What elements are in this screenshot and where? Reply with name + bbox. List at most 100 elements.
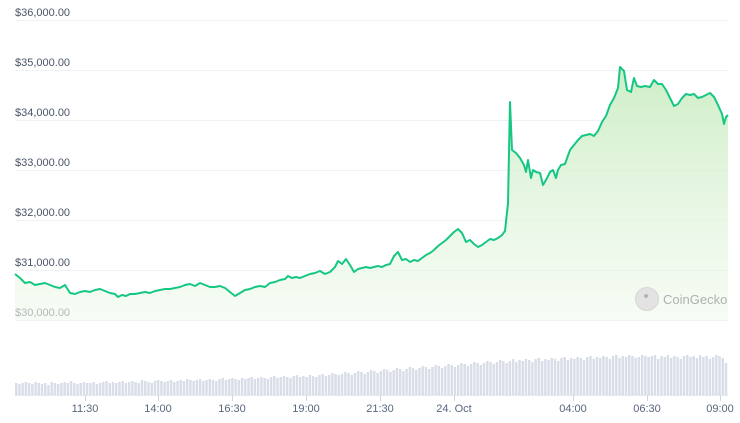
volume-bar bbox=[76, 384, 79, 395]
volume-bar bbox=[402, 371, 405, 395]
volume-bar bbox=[524, 359, 528, 395]
volume-bar bbox=[663, 357, 666, 395]
volume-bar bbox=[695, 358, 699, 395]
volume-bar bbox=[353, 373, 357, 395]
y-tick-label: $32,000.00 bbox=[15, 207, 70, 219]
volume-bar bbox=[182, 381, 186, 395]
volume-bar bbox=[234, 379, 237, 395]
volume-bar bbox=[15, 383, 18, 395]
x-tick-label: 21:30 bbox=[366, 403, 394, 415]
volume-bar bbox=[311, 376, 315, 395]
volume-bar bbox=[92, 382, 95, 395]
volume-bar bbox=[689, 357, 692, 395]
volume-bar bbox=[505, 363, 508, 395]
price-area-fill bbox=[15, 67, 728, 320]
volume-bar bbox=[37, 383, 41, 395]
volume-bar bbox=[418, 368, 421, 395]
volume-bar bbox=[40, 384, 44, 395]
volume-bar bbox=[650, 356, 653, 395]
volume-bar bbox=[118, 382, 121, 395]
volume-bar bbox=[569, 358, 573, 395]
x-tick-label: 24. Oct bbox=[436, 403, 471, 415]
volume-bar bbox=[266, 379, 270, 395]
volume-bar bbox=[560, 358, 563, 395]
volume-bar bbox=[286, 377, 289, 395]
y-tick-label: $31,000.00 bbox=[15, 257, 70, 269]
volume-bar bbox=[276, 378, 279, 395]
volume-bar bbox=[624, 357, 628, 395]
volume-bar bbox=[356, 371, 360, 395]
volume-bar bbox=[79, 383, 82, 395]
volume-bar bbox=[302, 376, 305, 395]
volume-bar bbox=[198, 379, 202, 395]
volume-bar bbox=[260, 377, 263, 395]
x-tick-label: 19:00 bbox=[292, 403, 320, 415]
volume-bar bbox=[227, 379, 231, 395]
volume-bar bbox=[153, 381, 157, 395]
volume-bar bbox=[163, 382, 166, 395]
volume-bar bbox=[721, 358, 724, 395]
volume-bar bbox=[173, 382, 176, 395]
volume-bar bbox=[305, 377, 308, 395]
volume-bar bbox=[427, 369, 431, 395]
volume-bar bbox=[463, 364, 466, 395]
volume-bar bbox=[553, 359, 557, 395]
volume-bar bbox=[469, 364, 473, 395]
volume-bar bbox=[334, 374, 337, 395]
volume-bar bbox=[289, 378, 292, 395]
volume-bar bbox=[595, 357, 599, 395]
volume-bar bbox=[273, 376, 276, 395]
volume-bar bbox=[27, 383, 31, 395]
volume-bar bbox=[60, 383, 63, 395]
volume-bar bbox=[89, 383, 92, 395]
volume-bar bbox=[540, 361, 544, 395]
volume-bars bbox=[15, 355, 728, 395]
volume-bar bbox=[489, 362, 492, 395]
volume-bar bbox=[453, 367, 457, 395]
volume-bar bbox=[108, 383, 111, 395]
volume-bar bbox=[544, 359, 547, 395]
volume-bar bbox=[179, 380, 182, 395]
volume-bar bbox=[527, 360, 531, 395]
volume-bar bbox=[605, 357, 608, 395]
volume-bar bbox=[150, 383, 153, 395]
volume-bar bbox=[82, 382, 86, 395]
volume-bar bbox=[124, 383, 128, 395]
volume-bar bbox=[618, 358, 621, 395]
x-tick-label: 14:00 bbox=[144, 403, 172, 415]
volume-bar bbox=[237, 380, 241, 395]
volume-bar bbox=[686, 355, 689, 395]
volume-bar bbox=[473, 362, 476, 395]
watermark-text: CoinGecko bbox=[663, 291, 728, 307]
volume-bar bbox=[218, 379, 221, 395]
volume-bar bbox=[460, 363, 463, 395]
volume-bar bbox=[134, 382, 137, 395]
volume-bar bbox=[440, 368, 444, 395]
volume-bar bbox=[479, 365, 483, 395]
volume-bar bbox=[31, 384, 34, 395]
volume-bar bbox=[208, 379, 211, 395]
volume-bar bbox=[708, 359, 712, 395]
volume-bar bbox=[637, 357, 641, 395]
coingecko-watermark: CoinGecko bbox=[635, 287, 727, 311]
volume-bar bbox=[373, 371, 376, 395]
volume-bar bbox=[263, 378, 266, 395]
volume-bar bbox=[47, 385, 50, 395]
volume-bar bbox=[421, 366, 424, 395]
volume-bar bbox=[292, 376, 295, 395]
volume-bar bbox=[692, 356, 695, 395]
volume-bar bbox=[111, 382, 115, 395]
volume-bar bbox=[657, 359, 660, 395]
volume-bar bbox=[653, 355, 657, 395]
volume-bar bbox=[360, 372, 363, 395]
volume-bar bbox=[137, 383, 141, 395]
volume-bar bbox=[166, 381, 170, 395]
volume-bar bbox=[127, 382, 131, 395]
volume-bar bbox=[366, 372, 370, 395]
x-tick-label: 11:30 bbox=[72, 403, 99, 415]
y-tick-label: $34,000.00 bbox=[15, 107, 70, 119]
volume-bar bbox=[192, 381, 195, 395]
volume-bar bbox=[21, 383, 24, 395]
x-tick-label: 09:00 bbox=[706, 403, 734, 415]
